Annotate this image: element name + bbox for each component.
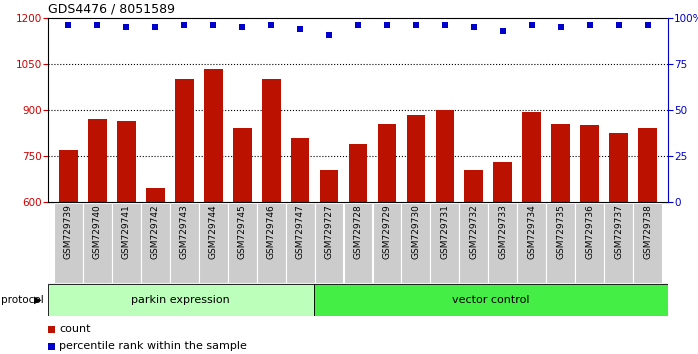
Bar: [83, 203, 112, 283]
Text: GSM729738: GSM729738: [644, 205, 652, 259]
Bar: [517, 203, 547, 283]
Bar: [54, 203, 83, 283]
Text: GSM729735: GSM729735: [556, 205, 565, 259]
Bar: [117, 121, 135, 202]
Text: GDS4476 / 8051589: GDS4476 / 8051589: [48, 2, 175, 15]
Bar: [638, 129, 657, 202]
Text: GSM729742: GSM729742: [151, 205, 160, 259]
Text: GSM729745: GSM729745: [237, 205, 246, 259]
Text: count: count: [59, 324, 91, 334]
Text: GSM729746: GSM729746: [267, 205, 276, 259]
Bar: [285, 203, 315, 283]
Text: GSM729744: GSM729744: [209, 205, 218, 259]
Point: [468, 24, 480, 30]
Text: GSM729728: GSM729728: [353, 205, 362, 259]
Text: GSM729747: GSM729747: [295, 205, 304, 259]
Bar: [290, 138, 309, 202]
Bar: [141, 203, 170, 283]
Bar: [609, 133, 628, 202]
Point: [352, 23, 364, 28]
Bar: [320, 170, 339, 202]
Point: [555, 24, 566, 30]
Bar: [406, 115, 425, 202]
Bar: [464, 170, 483, 202]
Text: GSM729740: GSM729740: [93, 205, 102, 259]
Bar: [48, 326, 55, 333]
Bar: [378, 124, 396, 202]
Bar: [174, 79, 193, 202]
Text: percentile rank within the sample: percentile rank within the sample: [59, 341, 247, 352]
Point: [121, 24, 132, 30]
Text: GSM729739: GSM729739: [64, 205, 73, 259]
Point: [179, 23, 190, 28]
Point: [381, 23, 392, 28]
Point: [497, 28, 508, 34]
Bar: [232, 129, 251, 202]
Bar: [257, 203, 285, 283]
Bar: [48, 284, 313, 316]
Text: GSM729741: GSM729741: [121, 205, 131, 259]
Text: GSM729731: GSM729731: [440, 205, 450, 259]
Bar: [88, 119, 107, 202]
Text: ▶: ▶: [34, 295, 41, 305]
Bar: [547, 203, 575, 283]
Text: GSM729730: GSM729730: [411, 205, 420, 259]
Bar: [522, 112, 541, 202]
Bar: [313, 284, 668, 316]
Bar: [146, 188, 165, 202]
Text: protocol: protocol: [1, 295, 44, 305]
Point: [295, 26, 306, 32]
Point: [207, 23, 218, 28]
Text: GSM729743: GSM729743: [179, 205, 188, 259]
Bar: [262, 79, 281, 202]
Text: vector control: vector control: [452, 295, 530, 305]
Text: GSM729734: GSM729734: [527, 205, 536, 259]
Point: [63, 23, 74, 28]
Bar: [604, 203, 633, 283]
Bar: [204, 69, 223, 202]
Text: parkin expression: parkin expression: [131, 295, 230, 305]
Text: GSM729727: GSM729727: [325, 205, 334, 259]
Point: [613, 23, 624, 28]
Bar: [343, 203, 373, 283]
Point: [91, 23, 103, 28]
Bar: [348, 144, 367, 202]
Point: [526, 23, 537, 28]
Bar: [459, 203, 489, 283]
Bar: [580, 125, 599, 202]
Point: [439, 23, 450, 28]
Bar: [112, 203, 141, 283]
Text: GSM729732: GSM729732: [469, 205, 478, 259]
Bar: [48, 343, 55, 350]
Text: GSM729729: GSM729729: [383, 205, 392, 259]
Bar: [228, 203, 257, 283]
Bar: [551, 124, 570, 202]
Point: [323, 32, 334, 38]
Text: GSM729733: GSM729733: [498, 205, 507, 259]
Bar: [373, 203, 401, 283]
Bar: [199, 203, 228, 283]
Bar: [436, 110, 454, 202]
Bar: [170, 203, 199, 283]
Point: [584, 23, 595, 28]
Bar: [431, 203, 459, 283]
Bar: [401, 203, 431, 283]
Point: [642, 23, 653, 28]
Point: [149, 24, 161, 30]
Bar: [315, 203, 343, 283]
Text: GSM729737: GSM729737: [614, 205, 623, 259]
Bar: [575, 203, 604, 283]
Point: [265, 23, 276, 28]
Bar: [493, 162, 512, 202]
Bar: [633, 203, 662, 283]
Bar: [489, 203, 517, 283]
Point: [410, 23, 422, 28]
Point: [237, 24, 248, 30]
Bar: [59, 150, 77, 202]
Text: GSM729736: GSM729736: [586, 205, 594, 259]
